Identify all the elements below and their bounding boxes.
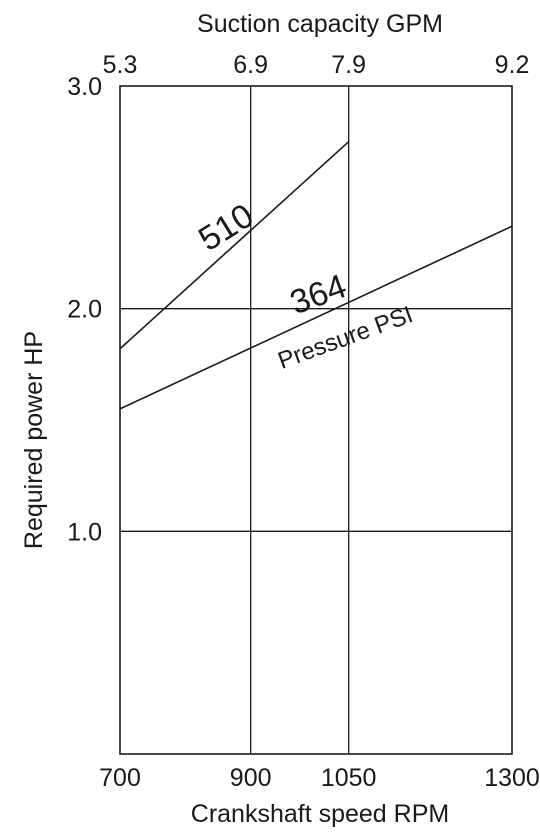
series-lines [119,141,513,410]
series-line-364 [119,225,513,410]
top-axis-title: Suction capacity GPM [197,10,443,38]
y-axis-title: Required power HP [20,331,48,549]
y-tick-label: 1.0 [67,518,102,546]
x-tick-label: 700 [99,764,141,792]
x-tick-label: 900 [230,764,272,792]
x2-tick-label: 6.9 [233,51,268,79]
plot-frame [119,85,513,755]
x-tick-label: 1050 [321,764,377,792]
y-tick-label: 3.0 [67,73,102,101]
series-label-364: 364 [285,267,351,322]
x2-tick-label: 9.2 [495,51,530,79]
x2-tick-label: 5.3 [103,51,138,79]
x-tick-label: 1300 [484,764,540,792]
series-line-510 [119,141,350,350]
tick-labels: 700 900 1050 1300 5.3 6.9 7.9 9.2 1.0 2.0 3.0 [67,51,540,792]
bottom-axis-title: Crankshaft speed RPM [191,800,449,828]
grid [120,86,512,754]
x2-tick-label: 7.9 [331,51,366,79]
y-tick-label: 2.0 [67,296,102,324]
